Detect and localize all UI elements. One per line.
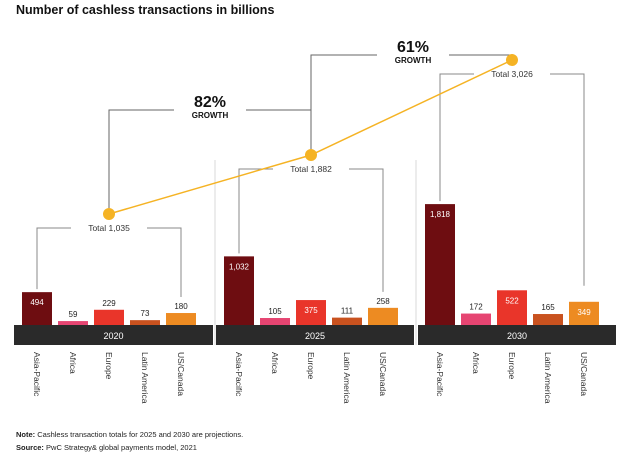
bar-2025-2 xyxy=(296,300,326,325)
bar-2030-3 xyxy=(533,314,563,325)
year-strip-2020 xyxy=(14,325,213,345)
total-bracket-left-2025 xyxy=(238,168,273,254)
category-label-2030-4: US/Canada xyxy=(579,352,589,396)
value-label-2020-1: 59 xyxy=(69,310,78,319)
total-bracket-right-2020 xyxy=(147,227,182,298)
value-label-2020-0: 494 xyxy=(30,298,44,307)
growth-bracket-right-1 xyxy=(246,109,312,149)
value-label-2025-0: 1,032 xyxy=(229,262,250,271)
category-label-2025-1: Africa xyxy=(270,352,280,374)
total-bracket-left-2020 xyxy=(36,227,71,290)
value-label-2025-1: 105 xyxy=(268,307,282,316)
year-strip-2025 xyxy=(216,325,414,345)
value-label-2030-1: 172 xyxy=(469,303,483,312)
total-dot-2025 xyxy=(305,149,317,161)
bar-2020-3 xyxy=(130,320,160,325)
bar-2020-2 xyxy=(94,309,124,325)
category-label-2030-1: Africa xyxy=(471,352,481,374)
category-label-2030-0: Asia-Pacific xyxy=(435,352,445,397)
value-label-2030-0: 1,818 xyxy=(430,210,451,219)
value-label-2030-4: 349 xyxy=(577,308,591,317)
category-label-2020-1: Africa xyxy=(68,352,78,374)
value-label-2020-2: 229 xyxy=(102,299,116,308)
bar-2020-0 xyxy=(22,292,52,325)
growth-bracket-left-2 xyxy=(310,54,377,149)
value-label-2030-2: 522 xyxy=(505,296,519,305)
bar-2030-4 xyxy=(569,301,599,325)
total-label-2020: Total 1,035 xyxy=(88,223,130,233)
bar-2020-4 xyxy=(166,313,196,325)
category-label-2025-2: Europe xyxy=(306,352,316,380)
category-label-2030-3: Latin America xyxy=(543,352,553,404)
total-bracket-right-2025 xyxy=(349,168,384,292)
year-label-2020: 2020 xyxy=(103,331,123,341)
year-strip-2030 xyxy=(418,325,616,345)
source-line: Source: PwC Strategy& global payments mo… xyxy=(16,443,197,452)
total-dot-2030 xyxy=(506,54,518,66)
bar-2025-3 xyxy=(332,317,362,325)
category-label-2020-3: Latin America xyxy=(140,352,150,404)
category-label-2025-0: Asia-Pacific xyxy=(234,352,244,397)
growth-bracket-right-2 xyxy=(449,54,513,56)
source-text: PwC Strategy& global payments model, 202… xyxy=(43,443,197,452)
note-text: Cashless transaction totals for 2025 and… xyxy=(35,430,244,439)
growth-pct-1: 82% xyxy=(194,94,226,111)
total-bracket-right-2030 xyxy=(550,73,585,286)
category-label-2020-2: Europe xyxy=(104,352,114,380)
bar-2025-0 xyxy=(224,256,254,325)
bar-2030-1 xyxy=(461,313,491,325)
category-label-2020-0: Asia-Pacific xyxy=(32,352,42,397)
growth-pct-2: 61% xyxy=(397,39,429,56)
category-label-2025-3: Latin America xyxy=(342,352,352,404)
bar-2025-1 xyxy=(260,318,290,325)
year-label-2030: 2030 xyxy=(507,331,527,341)
category-label-2025-4: US/Canada xyxy=(378,352,388,396)
value-label-2025-2: 375 xyxy=(304,306,318,315)
total-bracket-left-2030 xyxy=(439,73,474,202)
growth-label-1: GROWTH xyxy=(192,111,229,120)
note-label: Note: xyxy=(16,430,36,439)
bar-2030-0 xyxy=(425,204,455,325)
value-label-2020-3: 73 xyxy=(141,309,150,318)
source-label: Source: xyxy=(16,443,44,452)
category-label-2030-2: Europe xyxy=(507,352,517,380)
total-dot-2020 xyxy=(103,208,115,220)
value-label-2030-3: 165 xyxy=(541,303,555,312)
chart-title: Number of cashless transactions in billi… xyxy=(16,3,275,17)
category-label-2020-4: US/Canada xyxy=(176,352,186,396)
year-label-2025: 2025 xyxy=(305,331,325,341)
growth-label-2: GROWTH xyxy=(395,56,432,65)
value-label-2025-4: 258 xyxy=(376,297,390,306)
bar-2020-1 xyxy=(58,321,88,325)
value-label-2020-4: 180 xyxy=(174,302,188,311)
footnote: Note: Cashless transaction totals for 20… xyxy=(16,430,243,439)
bar-2025-4 xyxy=(368,307,398,325)
total-label-2025: Total 1,882 xyxy=(290,164,332,174)
total-label-2030: Total 3,026 xyxy=(491,69,533,79)
value-label-2025-3: 111 xyxy=(341,307,354,316)
growth-bracket-left-1 xyxy=(108,109,174,208)
bar-2030-2 xyxy=(497,290,527,325)
